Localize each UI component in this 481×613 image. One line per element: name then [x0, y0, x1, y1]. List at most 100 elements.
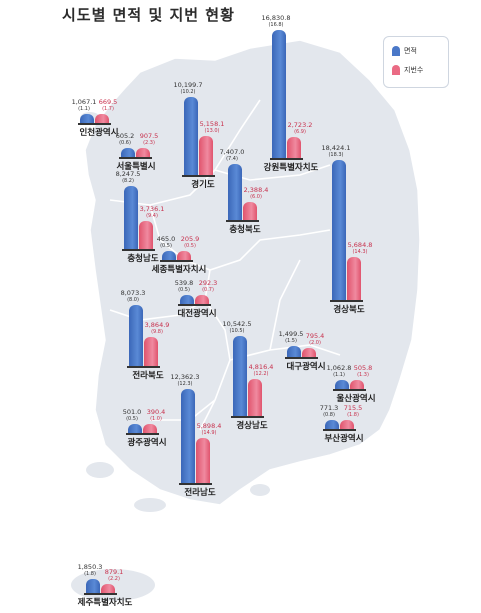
- region-label: 대전광역시: [177, 309, 217, 319]
- data-label-area: 539.8 (0.5): [164, 280, 204, 294]
- region-label: 인천광역시: [79, 128, 119, 138]
- data-label-area-pct: (1.1): [78, 106, 90, 112]
- bar-area: [181, 389, 195, 483]
- data-label-lots-pct: (13.0): [204, 127, 220, 134]
- bar-area: [86, 578, 100, 593]
- data-label-lots-value: 4,816.4: [248, 363, 274, 372]
- bar-area: [325, 420, 339, 429]
- bar-area: [129, 304, 143, 366]
- bar-lots: [177, 251, 191, 260]
- legend-item-lots: 지번수: [392, 65, 423, 75]
- data-label-lots-pct: (14.3): [352, 248, 368, 255]
- data-label-area: 1,067.1 (1.1): [64, 99, 104, 113]
- data-label-area-value: 12,362.3: [170, 373, 200, 382]
- data-label-lots-value: 3,864.9: [144, 320, 170, 329]
- legend-label-area: 면적: [404, 47, 417, 55]
- bar-area: [272, 30, 286, 158]
- bar-area: [121, 148, 135, 157]
- data-label-area-pct: (18.3): [328, 152, 344, 158]
- bar-baseline: [126, 433, 159, 435]
- bar-area: [180, 295, 194, 304]
- bar-area: [80, 114, 94, 123]
- region-label: 제주특별자치도: [77, 598, 133, 608]
- bar-lots: [302, 348, 316, 357]
- legend: 면적 지번수: [383, 36, 449, 88]
- data-label-lots-value: 795.4: [305, 332, 325, 340]
- data-label-lots-value: 879.1: [104, 568, 124, 576]
- data-label-lots-pct: (2.3): [143, 140, 155, 146]
- data-label-area-value: 8,073.3: [120, 288, 146, 297]
- data-label-lots: 390.4 (1.0): [136, 409, 176, 423]
- data-label-area-pct: (1.1): [333, 372, 345, 378]
- data-label-lots: 795.4 (2.0): [295, 332, 335, 347]
- data-label-lots-pct: (12.2): [253, 371, 269, 378]
- data-label-area: 1,850.3 (1.8): [70, 563, 110, 577]
- bar-baseline: [226, 220, 259, 222]
- data-label-area-pct: (0.6): [119, 140, 131, 146]
- data-label-area: 7,407.0 (7.4): [212, 147, 252, 162]
- bar-area: [233, 335, 247, 416]
- data-label-area-value: 1,062.8: [326, 364, 352, 372]
- data-label-lots-value: 5,684.8: [347, 240, 373, 249]
- data-label-lots-value: 505.8: [353, 364, 373, 372]
- data-label-area-value: 10,542.5: [222, 319, 252, 328]
- bar-area: [287, 345, 301, 357]
- data-label-area-value: 7,407.0: [219, 147, 245, 156]
- data-label-area-value: 10,199.7: [173, 81, 203, 90]
- data-label-area-pct: (0.5): [178, 287, 190, 293]
- data-label-lots: 205.9 (0.5): [170, 235, 210, 250]
- data-label-area: 18,424.1 (18.3): [316, 144, 356, 159]
- bar-lots: [248, 379, 262, 416]
- data-label-area: 1,062.8 (1.1): [319, 364, 359, 379]
- data-label-lots-pct: (1.0): [150, 416, 162, 422]
- bar-baseline: [127, 366, 160, 368]
- bar-lots: [196, 438, 210, 483]
- data-label-lots: 292.3 (0.7): [188, 280, 228, 294]
- bar-lots: [340, 420, 354, 429]
- region-label: 울산광역시: [336, 394, 376, 404]
- data-label-lots-pct: (0.7): [202, 287, 214, 293]
- bar-baseline: [78, 123, 111, 125]
- bar-lots: [95, 114, 109, 123]
- legend-item-area: 면적: [392, 46, 417, 56]
- data-label-area-pct: (8.0): [127, 296, 139, 303]
- bar-lots: [347, 256, 361, 300]
- island-shape: [250, 484, 270, 496]
- region-label: 전라남도: [184, 488, 216, 498]
- bar-baseline: [182, 175, 215, 177]
- data-label-lots: 2,388.4 (6.0): [236, 186, 276, 200]
- data-label-area-value: 18,424.1: [321, 144, 351, 152]
- data-label-lots-value: 205.9: [180, 235, 200, 243]
- data-label-area: 10,199.7 (10.2): [168, 81, 208, 96]
- data-label-area-pct: (7.4): [226, 155, 238, 162]
- data-label-area: 8,247.5 (8.2): [108, 171, 148, 185]
- data-label-area: 465.0 (0.5): [146, 235, 186, 250]
- data-label-lots: 5,684.8 (14.3): [340, 240, 380, 255]
- data-label-lots-value: 5,158.1: [199, 119, 225, 128]
- bar-lots: [199, 135, 213, 175]
- data-label-lots-pct: (0.5): [184, 243, 196, 249]
- data-label-area: 605.2 (0.6): [105, 132, 145, 147]
- data-label-lots-pct: (1.3): [357, 372, 369, 378]
- data-label-area-value: 605.2: [115, 132, 135, 140]
- data-label-area-value: 465.0: [156, 235, 176, 243]
- bar-lots: [144, 336, 158, 366]
- region-label: 충청북도: [229, 225, 261, 235]
- bar-lots: [139, 220, 153, 249]
- bar-baseline: [84, 593, 117, 595]
- data-label-lots: 2,723.2 (6.9): [280, 122, 320, 136]
- data-label-area-value: 771.3: [319, 404, 339, 412]
- region-label: 충청남도: [127, 254, 159, 264]
- data-label-area: 1,499.5 (1.5): [271, 330, 311, 344]
- bar-baseline: [285, 357, 318, 359]
- bar-area: [332, 160, 346, 300]
- data-label-lots-pct: (6.9): [294, 129, 306, 136]
- data-label-lots-pct: (14.9): [201, 430, 217, 437]
- data-label-area-pct: (0.5): [126, 416, 138, 422]
- bar-baseline: [160, 260, 193, 262]
- data-label-area-pct: (8.2): [122, 178, 134, 185]
- bar-baseline: [179, 483, 212, 485]
- data-label-lots-pct: (9.4): [146, 212, 158, 219]
- region-label: 강원특별자치도: [263, 163, 319, 173]
- bar-area: [124, 186, 138, 249]
